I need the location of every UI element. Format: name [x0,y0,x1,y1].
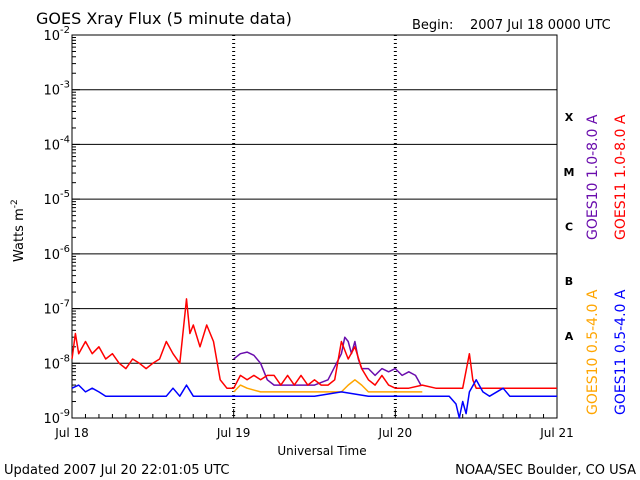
x-tick-label: Jul 19 [216,426,251,440]
y-axis-label-sup: -2 [10,199,20,208]
plot-frame [71,34,558,419]
x-tick-label: Jul 21 [539,426,574,440]
updated-timestamp: Updated 2007 Jul 20 22:01:05 UTC [4,463,229,478]
y-tick-label: 10-9 [43,408,70,427]
flare-class-X: X [565,111,574,124]
plot-border [71,34,558,419]
legend-entry-2: GOES10 0.5-4.0 A [585,289,601,415]
legend-entry-3: GOES11 0.5-4.0 A [613,289,629,415]
x-axis-label: Universal Time [277,444,366,458]
series-line-0 [233,336,422,386]
begin-label: Begin: [412,18,453,33]
x-tick-label: Jul 20 [378,426,413,440]
legend-entry-0: GOES10 1.0-8.0 A [585,114,601,240]
legend: GOES10 1.0-8.0 A GOES11 1.0-8.0 A GOES10 0… [585,114,629,415]
legend-entry-1: GOES11 1.0-8.0 A [613,114,629,240]
y-axis-label-main: Watts m [12,208,27,262]
y-tick-label: 10-3 [43,80,70,99]
y-axis-label: Watts m-2 [10,199,27,262]
y-tick-label: 10-6 [43,244,70,263]
grid-lines [72,35,557,418]
series-line-2 [233,379,423,393]
y-axis: 10-2 10-3 10-4 10-5 10-6 10-7 10-8 10-9 [43,25,80,427]
svg-text:Watts m-2: Watts m-2 [10,199,27,262]
series-line-1 [71,298,557,389]
flare-class-A: A [565,330,574,343]
y-tick-label: 10-4 [43,134,70,153]
y-tick-label: 10-7 [43,299,70,318]
y-tick-label: 10-5 [43,189,70,208]
flare-class-B: B [565,275,573,288]
flare-class-M: M [564,166,575,179]
credit-label: NOAA/SEC Boulder, CO USA [455,463,636,478]
x-axis: Jul 18 Jul 19 Jul 20 Jul 21 [54,409,574,440]
series-lines [71,298,557,419]
chart-title: GOES Xray Flux (5 minute data) [36,9,292,28]
y-tick-label: 10-2 [43,25,70,44]
y-tick-label: 10-8 [43,353,70,372]
x-tick-label: Jul 18 [54,426,89,440]
flare-class-labels: X M C B A [564,111,575,343]
series-line-3 [71,379,557,419]
flare-class-C: C [565,221,573,234]
begin-value: 2007 Jul 18 0000 UTC [470,18,611,33]
